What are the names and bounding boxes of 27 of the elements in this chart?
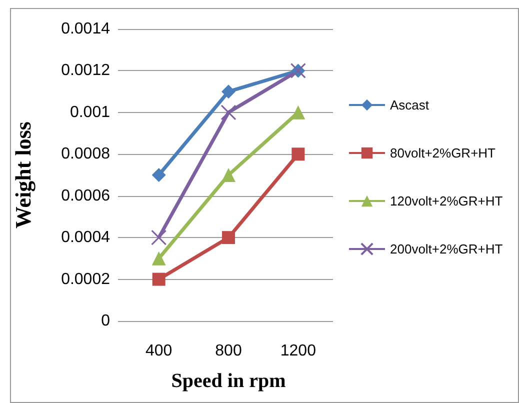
y-tick-label: 0.0006 [61, 187, 110, 204]
legend-label: 200volt+2%GR+HT [390, 242, 503, 256]
y-tick-label: 0.0002 [61, 270, 110, 288]
y-tick-label: 0.0014 [61, 20, 110, 38]
point [222, 84, 236, 99]
y-tick-label: 0.0012 [61, 62, 110, 80]
y-tick-label: 0.001 [70, 104, 110, 121]
point [152, 272, 166, 286]
y-tick-label: 0.0008 [61, 146, 110, 163]
point [220, 104, 236, 120]
point [222, 231, 235, 244]
x-tick-label: 400 [145, 342, 172, 360]
legend-label: 80volt+2%GR+HT [390, 146, 496, 160]
y-tick-label: 0 [101, 312, 110, 330]
point [151, 230, 167, 246]
y-tick-label: 0.0004 [61, 229, 110, 246]
x-tick-label: 1200 [280, 342, 316, 360]
point [291, 105, 306, 120]
x-tick-label: 800 [215, 342, 242, 360]
point [292, 148, 305, 161]
point [222, 168, 236, 182]
y-axis-title: Weight loss [10, 121, 36, 228]
legend-label: Ascast [390, 98, 430, 112]
point [152, 168, 166, 182]
legend-label: 120volt+2%GR+HT [390, 194, 503, 208]
point [152, 251, 166, 266]
x-axis-title: Speed in rpm [171, 370, 286, 392]
